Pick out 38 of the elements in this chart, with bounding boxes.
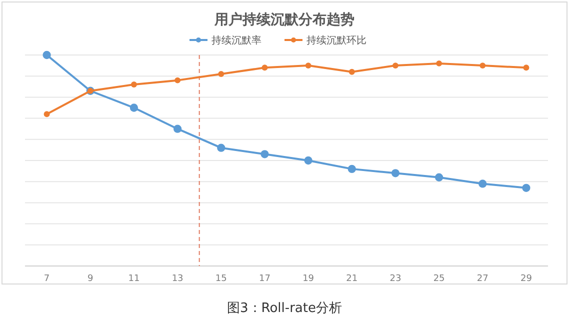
x-tick-label: 29: [520, 274, 532, 284]
legend-label: 持续沉默率: [212, 34, 262, 46]
point: [260, 150, 269, 158]
point: [434, 173, 444, 182]
x-tick-label: 19: [302, 274, 314, 284]
chart-title: 用户持续沉默分布趋势: [214, 11, 354, 28]
point: [304, 156, 312, 165]
point: [174, 77, 181, 84]
x-tick-label: 17: [258, 274, 270, 284]
point: [436, 60, 442, 66]
point: [218, 71, 224, 77]
x-tick-label: 23: [390, 274, 402, 284]
point: [478, 180, 487, 188]
x-tick-label: 11: [128, 274, 140, 284]
point: [130, 82, 137, 88]
x-tick-label: 25: [433, 274, 445, 284]
point: [348, 68, 355, 75]
point: [480, 62, 486, 69]
legend-label: 持续沉默环比: [306, 34, 366, 46]
x-tick-label: 21: [346, 274, 358, 284]
point: [217, 144, 226, 152]
point: [391, 169, 400, 178]
point: [130, 104, 138, 112]
point: [522, 184, 530, 192]
point: [173, 124, 182, 133]
point: [523, 64, 530, 71]
point: [348, 164, 356, 173]
point: [305, 62, 312, 69]
caption: 图3：Roll-rate分析: [227, 301, 342, 316]
x-tick-label: 7: [44, 274, 50, 284]
point: [262, 64, 268, 71]
x-tick-label: 13: [172, 274, 184, 284]
point: [42, 50, 51, 60]
x-tick-label: 27: [476, 274, 488, 284]
x-tick-label: 15: [215, 274, 227, 284]
x-tick-label: 9: [88, 274, 94, 284]
point: [44, 111, 50, 118]
point: [392, 62, 398, 69]
